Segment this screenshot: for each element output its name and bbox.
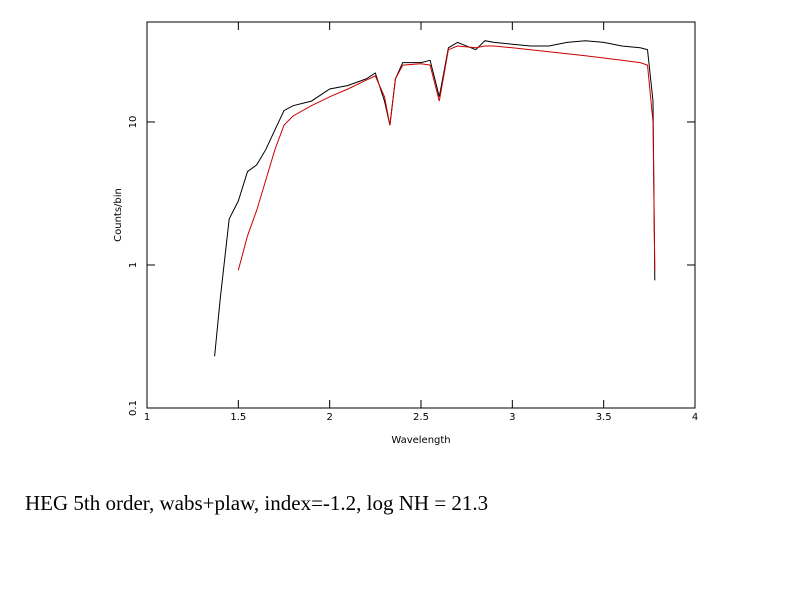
x-tick-label: 1.5 bbox=[230, 412, 246, 423]
x-tick-label: 2 bbox=[326, 412, 332, 423]
x-tick-label: 3 bbox=[509, 412, 515, 423]
plot-frame bbox=[146, 21, 696, 409]
x-axis-label: Wavelength bbox=[391, 435, 450, 446]
spectrum-line bbox=[214, 40, 656, 357]
spectrum-line bbox=[237, 45, 656, 271]
caption: HEG 5th order, wabs+plaw, index=-1.2, lo… bbox=[25, 491, 488, 515]
x-tick-label: 2.5 bbox=[413, 412, 429, 423]
x-tick-label: 3.5 bbox=[596, 412, 612, 423]
y-tick-label: 10 bbox=[128, 116, 139, 129]
y-axis-label: Counts/bin bbox=[113, 188, 124, 242]
y-tick-label: 1 bbox=[128, 262, 139, 268]
y-tick-label: 0.1 bbox=[128, 400, 139, 416]
x-tick-label: 1 bbox=[144, 412, 150, 423]
x-tick-label: 4 bbox=[692, 412, 698, 423]
